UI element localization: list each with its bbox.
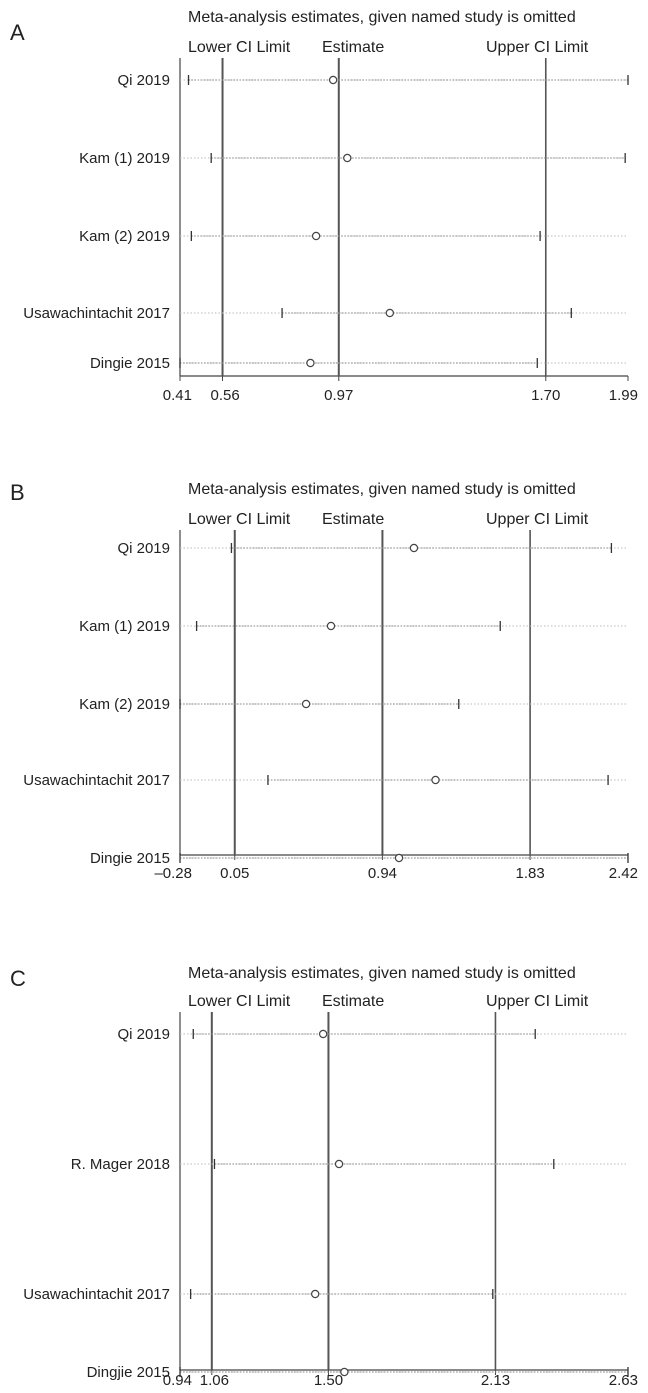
estimate-point [318, 1029, 328, 1039]
chart-panel-c: C Meta-analysis estimates, given named st… [10, 965, 638, 1389]
x-tick-label: 1.06 [200, 1372, 229, 1388]
x-tick-label: 0.05 [220, 865, 249, 882]
x-tick-label: 0.97 [324, 387, 353, 404]
legend-entry: Estimate [322, 511, 384, 528]
estimate-point [306, 358, 315, 368]
x-tick-label: 2.13 [481, 1372, 510, 1388]
study-label: Usawachintachit 2017 [23, 772, 170, 789]
legend-entry: Lower CI Limit [188, 511, 291, 528]
study-label: Kam (1) 2019 [79, 150, 170, 167]
estimate-point [328, 75, 338, 85]
study-label: Qi 2019 [117, 72, 170, 89]
legend-entry: Upper CI Limit [486, 39, 589, 56]
x-tick-label: 0.94 [163, 1372, 192, 1388]
panel-label: C [10, 966, 26, 991]
x-tick-label: 1.99 [609, 387, 638, 404]
estimate-point [310, 1289, 320, 1299]
study-label: Dingie 2015 [90, 850, 170, 867]
legend-entry: Lower CI Limit [188, 39, 291, 56]
estimate-point [340, 1367, 349, 1377]
chart-panel-a: A Meta-analysis estimates, given named st… [10, 9, 638, 404]
x-tick-label: 2.42 [609, 865, 638, 882]
estimate-point [394, 853, 404, 863]
estimate-point [326, 621, 336, 631]
x-tick-label: 2.63 [609, 1372, 638, 1388]
chart-title: Meta-analysis estimates, given named stu… [188, 481, 576, 498]
x-tick-label: 1.83 [516, 865, 545, 882]
study-label: Kam (2) 2019 [79, 696, 170, 713]
study-label: R. Mager 2018 [71, 1156, 170, 1173]
study-label: Dingjie 2015 [87, 1364, 170, 1381]
estimate-point [385, 308, 395, 318]
x-tick-label: –0.28 [154, 865, 192, 882]
legend-entry: Estimate [322, 39, 384, 56]
legend-entry: Upper CI Limit [486, 993, 589, 1010]
x-tick-label: 1.70 [531, 387, 560, 404]
legend-entry: Estimate [322, 993, 384, 1010]
estimate-point [409, 543, 419, 553]
panel-label: B [10, 480, 25, 505]
estimate-point [301, 699, 311, 709]
legend-entry: Lower CI Limit [188, 993, 291, 1010]
x-tick-label: 1.50 [314, 1372, 343, 1388]
estimate-point [431, 775, 440, 785]
legend-entry: Upper CI Limit [486, 511, 589, 528]
chart-panel-b: B Meta-analysis estimates, given named st… [10, 480, 638, 882]
study-label: Kam (2) 2019 [79, 228, 170, 245]
x-tick-label: 0.41 [163, 387, 192, 404]
chart-title: Meta-analysis estimates, given named stu… [188, 965, 576, 982]
study-label: Usawachintachit 2017 [23, 305, 170, 322]
estimate-point [311, 231, 321, 241]
x-tick-label: 0.56 [211, 387, 240, 404]
study-label: Dingie 2015 [90, 355, 170, 372]
estimate-point [334, 1159, 344, 1169]
panel-label: A [10, 20, 25, 45]
x-tick-label: 0.94 [368, 865, 397, 882]
study-label: Qi 2019 [117, 540, 170, 557]
chart-title: Meta-analysis estimates, given named stu… [188, 9, 576, 26]
study-label: Qi 2019 [117, 1026, 170, 1043]
estimate-point [343, 153, 352, 163]
study-label: Kam (1) 2019 [79, 618, 170, 635]
study-label: Usawachintachit 2017 [23, 1286, 170, 1303]
